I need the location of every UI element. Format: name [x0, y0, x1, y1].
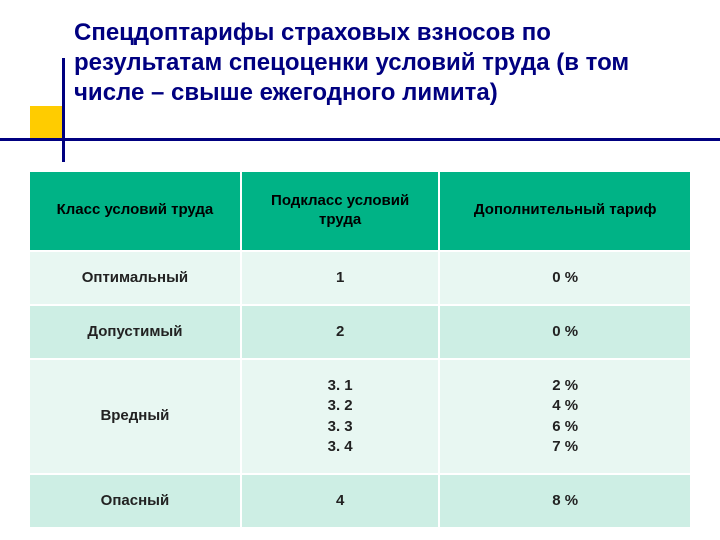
tariff-table-container: Класс условий труда Подкласс условий тру… [28, 170, 692, 529]
table-row: Вредный 3. 1 3. 2 3. 3 3. 4 2 % 4 % 6 % … [29, 359, 691, 474]
cell-class: Вредный [29, 359, 241, 474]
cell-tariff: 0 % [439, 251, 691, 305]
th-subclass: Подкласс условий труда [241, 171, 440, 251]
cell-class: Оптимальный [29, 251, 241, 305]
cell-class: Опасный [29, 474, 241, 528]
cell-tariff: 8 % [439, 474, 691, 528]
cell-class: Допустимый [29, 305, 241, 359]
th-tariff: Дополнительный тариф [439, 171, 691, 251]
accent-square [30, 106, 64, 140]
cell-subclass: 1 [241, 251, 440, 305]
slide-title: Спецдоптарифы страховых взносов по резул… [24, 18, 696, 108]
cell-subclass: 2 [241, 305, 440, 359]
cell-tariff: 2 % 4 % 6 % 7 % [439, 359, 691, 474]
cell-tariff: 0 % [439, 305, 691, 359]
table-row: Оптимальный 1 0 % [29, 251, 691, 305]
horizontal-rule [0, 138, 720, 141]
tariff-table: Класс условий труда Подкласс условий тру… [28, 170, 692, 529]
slide: Спецдоптарифы страховых взносов по резул… [0, 0, 720, 540]
th-class: Класс условий труда [29, 171, 241, 251]
table-header-row: Класс условий труда Подкласс условий тру… [29, 171, 691, 251]
cell-subclass: 4 [241, 474, 440, 528]
cell-subclass: 3. 1 3. 2 3. 3 3. 4 [241, 359, 440, 474]
table-row: Допустимый 2 0 % [29, 305, 691, 359]
table-row: Опасный 4 8 % [29, 474, 691, 528]
